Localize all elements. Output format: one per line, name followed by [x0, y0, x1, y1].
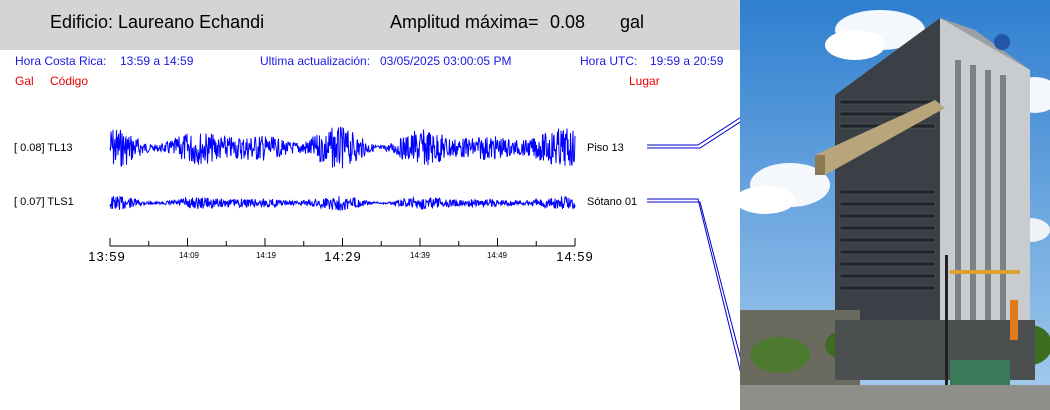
place-label-piso13: Piso 13 [587, 142, 624, 154]
tick-label-major-2: 14:59 [556, 249, 594, 264]
trace-tls1 [109, 195, 576, 212]
header-bar: Edificio: Laureano Echandi Amplitud máxi… [0, 0, 740, 50]
connector-piso13-shadow [647, 121, 740, 149]
last-update-value: 03/05/2025 03:00:05 PM [380, 54, 512, 68]
amplitude-unit: gal [620, 12, 645, 32]
tick-label-minor-1: 14:19 [256, 251, 277, 260]
utc-value: 19:59 a 20:59 [650, 54, 724, 68]
trace-tl13 [109, 126, 576, 169]
building-photo-icon [740, 0, 1050, 410]
tick-label-major-1: 14:29 [324, 249, 362, 264]
cr-time-value: 13:59 a 14:59 [120, 54, 194, 68]
seismograph-plot: 13:59 14:09 14:19 14:29 14:39 14:49 14:5… [88, 117, 740, 372]
channel-label-tl13: [ 0.08] TL13 [14, 142, 73, 154]
tick-label-minor-2: 14:39 [410, 251, 431, 260]
connector-sotano [647, 198, 740, 372]
building-title: Edificio: Laureano Echandi [50, 12, 265, 32]
tick-label-minor-3: 14:49 [487, 251, 508, 260]
tick-label-major-0: 13:59 [88, 249, 126, 264]
connector-piso13 [647, 117, 740, 146]
place-column-header: Lugar [629, 74, 660, 88]
gal-column-header: Gal [15, 74, 34, 88]
amplitude-value: 0.08 [550, 12, 586, 32]
cr-time-label: Hora Costa Rica: [15, 54, 107, 68]
place-label-sotano01: Sótano 01 [587, 196, 638, 208]
channel-label-tls1: [ 0.07] TLS1 [14, 196, 74, 208]
time-axis-ticks [109, 238, 576, 246]
tick-label-minor-0: 14:09 [179, 251, 200, 260]
utc-label: Hora UTC: [580, 54, 638, 68]
amplitude-label: Amplitud máxima= [390, 12, 539, 32]
code-column-header: Código [50, 74, 89, 88]
connector-sotano-shadow [647, 201, 740, 358]
last-update-label: Ultima actualización: [260, 54, 371, 68]
